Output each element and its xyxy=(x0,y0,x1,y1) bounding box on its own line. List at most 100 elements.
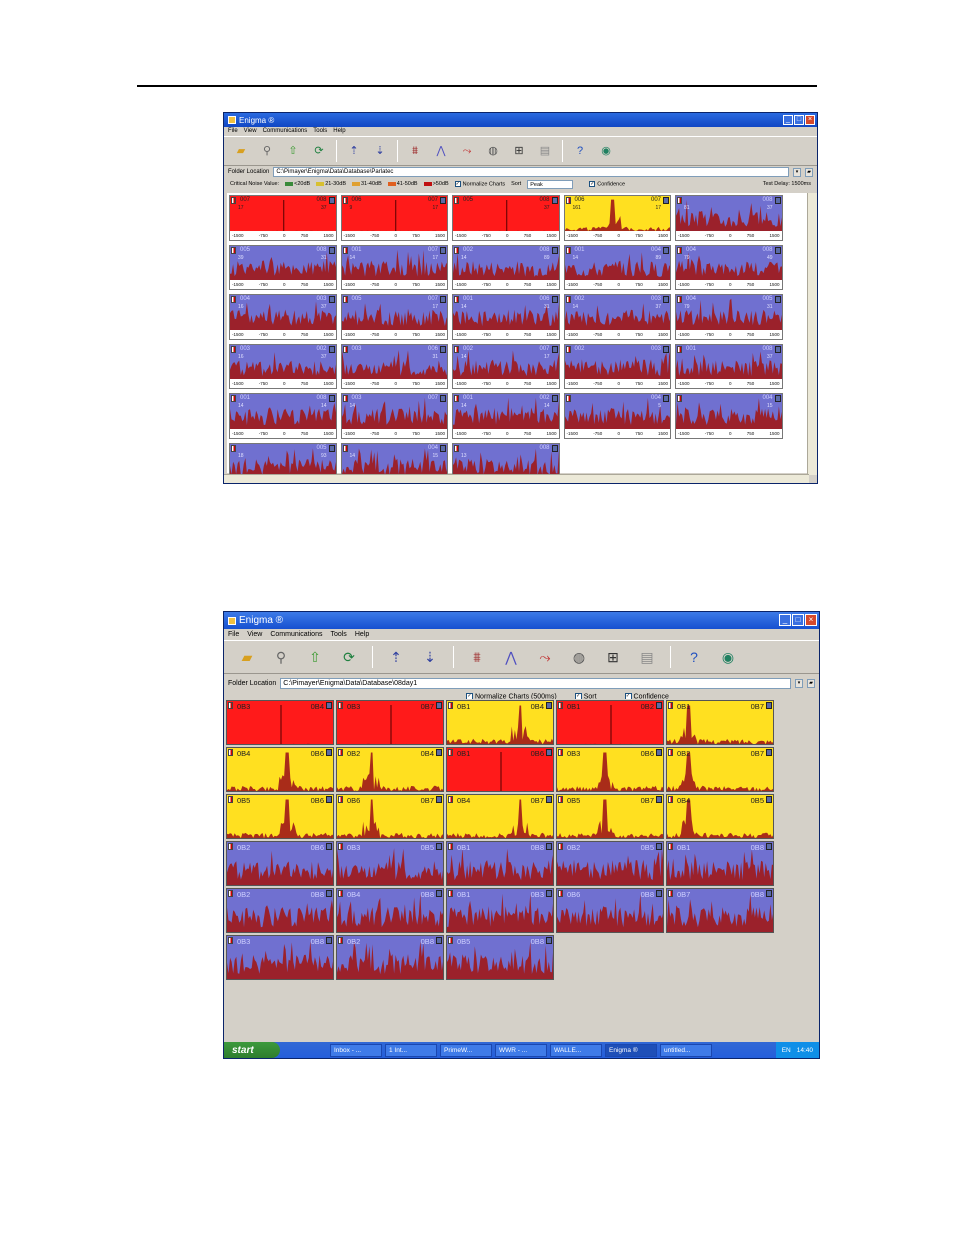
sort-select[interactable]: Peak xyxy=(527,179,574,189)
pair-chart[interactable]: 004 008 79 49 -1500 -750 0 750 1500 xyxy=(675,244,783,290)
menu-help[interactable]: Help xyxy=(354,631,370,638)
open-folder-icon[interactable]: ▰ xyxy=(236,145,246,157)
pair-chart[interactable]: 004 15 -1500 -750 0 750 1500 xyxy=(675,393,783,439)
browse-folder-icon[interactable]: ▰ xyxy=(805,167,813,177)
pair-chart[interactable]: 0B2 0B7 xyxy=(666,747,774,792)
pair-chart[interactable]: 0B2 0B8 xyxy=(226,888,334,933)
close-button[interactable]: × xyxy=(805,614,817,626)
spectrum-icon[interactable]: ⩩ xyxy=(473,649,481,665)
pair-chart[interactable]: 004 003 16 37 -1500 -750 0 750 1500 xyxy=(229,294,337,340)
pair-chart[interactable]: 0B2 0B5 xyxy=(556,841,664,886)
print-icon[interactable]: ▤ xyxy=(640,649,654,665)
download-spectra-icon[interactable]: ⇣ xyxy=(375,145,385,157)
pair-chart[interactable]: 007 008 17 37 -1500 -750 0 750 1500 xyxy=(229,195,337,241)
pair-chart[interactable]: 003 002 16 37 -1500 -750 0 750 1500 xyxy=(229,343,337,389)
globe-icon[interactable]: ◉ xyxy=(601,145,611,157)
pair-chart[interactable]: 0B3 0B7 xyxy=(336,700,444,745)
pair-chart[interactable]: 0B4 0B5 xyxy=(666,794,774,839)
normalize-checkbox[interactable]: ✓ Normalize Charts xyxy=(454,180,506,188)
pair-chart[interactable]: 0B2 0B4 xyxy=(336,747,444,792)
pair-chart[interactable]: 0B3 0B6 xyxy=(556,747,664,792)
menu-communications[interactable]: Communications xyxy=(262,128,308,134)
menu-view[interactable]: View xyxy=(247,631,263,638)
search-icon[interactable]: ⚲ xyxy=(275,649,287,665)
pair-chart[interactable]: 003 007 14 -1500 -750 0 750 1500 xyxy=(340,393,448,439)
pair-chart[interactable]: 0B1 0B8 xyxy=(446,841,554,886)
pair-chart[interactable]: 001 008 14 14 -1500 -750 0 750 1500 xyxy=(229,393,337,439)
refresh-icon[interactable]: ⟳ xyxy=(343,649,355,665)
menu-tools[interactable]: Tools xyxy=(313,128,328,134)
disc-icon[interactable]: ◍ xyxy=(572,649,586,665)
taskbar-item[interactable]: WWR - ... xyxy=(495,1043,547,1057)
pair-chart[interactable]: 004 005 79 31 -1500 -750 0 750 1500 xyxy=(675,294,783,340)
disc-icon[interactable]: ◍ xyxy=(488,145,498,157)
taskbar-item[interactable]: WALLE... xyxy=(550,1043,602,1057)
pair-chart[interactable]: 005 008 39 31 -1500 -750 0 750 1500 xyxy=(229,244,337,290)
taskbar-item[interactable]: Enigma ® xyxy=(605,1043,657,1057)
menu-file[interactable]: File xyxy=(228,631,240,638)
pair-chart[interactable]: 008 81 37 -1500 -750 0 750 1500 xyxy=(675,195,783,241)
vertical-scrollbar[interactable] xyxy=(807,193,817,475)
close-button[interactable]: × xyxy=(805,115,815,125)
pair-chart[interactable]: 002 007 14 17 -1500 -750 0 750 1500 xyxy=(452,343,560,389)
pair-chart[interactable]: 0B5 0B6 xyxy=(226,794,334,839)
menu-help[interactable]: Help xyxy=(333,128,346,134)
refresh-icon[interactable]: ⟳ xyxy=(314,145,324,157)
taskbar-item[interactable]: PrimeW... xyxy=(440,1043,492,1057)
pair-chart[interactable]: 0B6 0B7 xyxy=(336,794,444,839)
pair-chart[interactable]: 0B1 0B6 xyxy=(446,747,554,792)
browse-folder-icon[interactable]: ▰ xyxy=(807,678,815,688)
minimize-button[interactable]: _ xyxy=(779,614,791,626)
peak-icon[interactable]: ⋀ xyxy=(505,649,517,665)
pair-chart[interactable]: 0B1 0B8 xyxy=(666,841,774,886)
menu-file[interactable]: File xyxy=(228,128,238,134)
pair-chart[interactable]: 005 007 17 -1500 -750 0 750 1500 xyxy=(340,294,448,340)
menu-tools[interactable]: Tools xyxy=(330,631,347,638)
title-bar[interactable]: Enigma ® _ □ × xyxy=(224,113,817,127)
menu-communications[interactable]: Communications xyxy=(270,631,323,638)
folder-location-input[interactable]: C:\Pimayer\Enigma\Data\Database\08day1 xyxy=(280,677,791,689)
upload-icon[interactable]: ⇧ xyxy=(288,145,298,157)
pair-chart[interactable]: 006 007 161 17 -1500 -750 0 750 1500 xyxy=(563,195,671,241)
pair-chart[interactable]: 001 008 37 -1500 -750 0 750 1500 xyxy=(675,343,783,389)
pair-chart[interactable]: 0B1 0B4 xyxy=(446,700,554,745)
chevron-down-icon[interactable]: ▾ xyxy=(795,678,803,688)
chevron-down-icon[interactable]: ▾ xyxy=(793,167,801,177)
pair-chart[interactable]: 001 002 14 14 -1500 -750 0 750 1500 xyxy=(452,393,560,439)
search-icon[interactable]: ⚲ xyxy=(262,145,272,157)
pair-chart[interactable]: 002 003 14 37 -1500 -750 0 750 1500 xyxy=(563,294,671,340)
globe-icon[interactable]: ◉ xyxy=(721,649,735,665)
download-spectra-icon[interactable]: ⇣ xyxy=(424,649,436,665)
pair-chart[interactable]: 0B2 0B8 xyxy=(336,935,444,980)
pair-chart[interactable]: 002 008 14 89 -1500 -750 0 750 1500 xyxy=(452,244,560,290)
pair-chart[interactable]: 0B5 0B7 xyxy=(556,794,664,839)
confidence-checkbox[interactable]: ✓ Confidence xyxy=(589,180,626,188)
pair-chart[interactable]: 0B4 0B7 xyxy=(446,794,554,839)
pair-chart[interactable]: 0B3 0B8 xyxy=(226,935,334,980)
spectrum-icon[interactable]: ⩩ xyxy=(412,145,418,157)
pair-chart[interactable]: 0B1 0B7 xyxy=(666,700,774,745)
pair-chart[interactable]: 003 006 31 -1500 -750 0 750 1500 xyxy=(340,343,448,389)
pair-chart[interactable]: 0B4 0B6 xyxy=(226,747,334,792)
pair-chart[interactable]: 005 008 37 -1500 -750 0 750 1500 xyxy=(452,195,560,241)
taskbar-item[interactable]: 1 Int... xyxy=(385,1043,437,1057)
filter-icon[interactable]: ⤳ xyxy=(462,145,472,157)
open-folder-icon[interactable]: ▰ xyxy=(241,649,253,665)
title-bar[interactable]: Enigma ® _ □ × xyxy=(224,612,819,629)
help-icon[interactable]: ? xyxy=(690,649,698,665)
pair-chart[interactable]: 0B1 0B2 xyxy=(556,700,664,745)
pair-chart[interactable]: 0B6 0B8 xyxy=(556,888,664,933)
upload-spectra-icon[interactable]: ⇡ xyxy=(349,145,359,157)
folder-location-input[interactable]: C:\Pimayer\Enigma\Data\Database\Parlatec xyxy=(273,167,789,177)
maximize-button[interactable]: □ xyxy=(792,614,804,626)
network-icon[interactable]: ⊞ xyxy=(514,145,524,157)
menu-view[interactable]: View xyxy=(243,128,257,134)
pair-chart[interactable]: 006 007 9 17 -1500 -750 0 750 1500 xyxy=(340,195,448,241)
pair-chart[interactable]: 0B5 0B8 xyxy=(446,935,554,980)
help-icon[interactable]: ? xyxy=(576,145,584,157)
taskbar-item[interactable]: untitled... xyxy=(660,1043,712,1057)
peak-icon[interactable]: ⋀ xyxy=(436,145,446,157)
pair-chart[interactable]: 0B1 0B3 xyxy=(446,888,554,933)
pair-chart[interactable]: 0B7 0B8 xyxy=(666,888,774,933)
minimize-button[interactable]: _ xyxy=(783,115,793,125)
